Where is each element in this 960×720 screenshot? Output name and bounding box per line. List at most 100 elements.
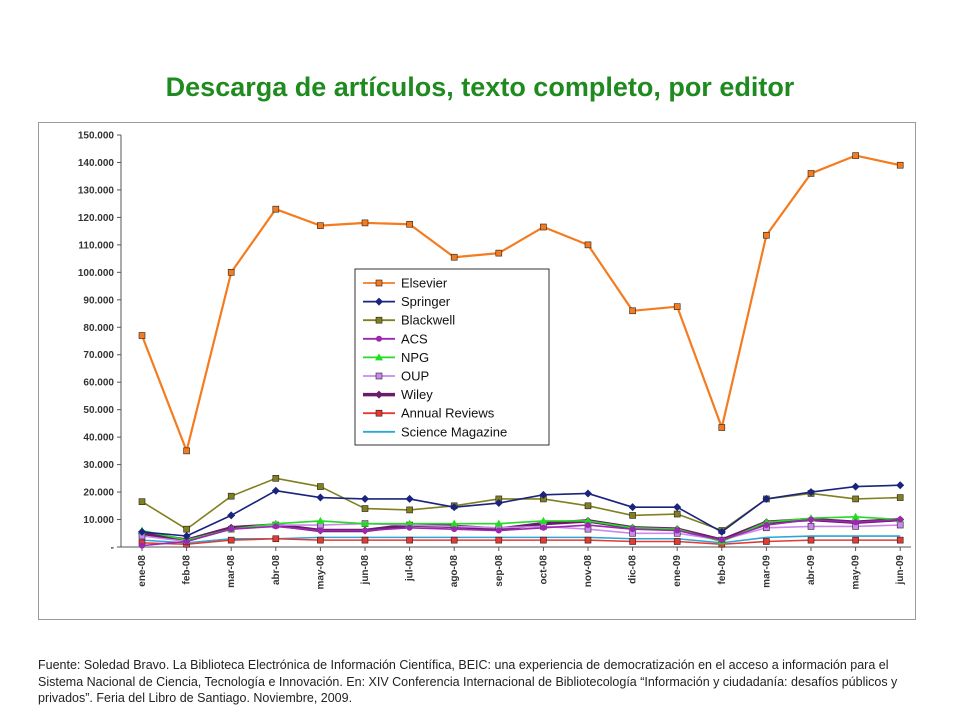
data-point	[450, 519, 459, 527]
y-tick-label: 70.000	[83, 350, 114, 361]
data-point	[272, 523, 279, 530]
y-tick-label: 60.000	[83, 378, 114, 389]
data-point	[762, 494, 771, 503]
legend-label: Annual Reviews	[401, 406, 495, 421]
y-tick-label: 140.000	[78, 158, 115, 169]
data-point	[807, 523, 815, 530]
data-point	[406, 524, 413, 531]
data-point	[227, 511, 236, 520]
data-point	[375, 279, 383, 287]
y-tick-label: 120.000	[78, 213, 115, 224]
data-point	[629, 526, 636, 533]
data-point	[375, 316, 383, 324]
data-point	[450, 253, 458, 261]
data-point	[896, 161, 904, 169]
data-point	[539, 490, 548, 499]
data-point	[807, 536, 815, 544]
x-tick-label: nov-08	[583, 555, 594, 588]
data-point	[450, 503, 459, 512]
x-tick-label: may-09	[851, 555, 862, 590]
x-tick-label: mar-09	[761, 555, 772, 588]
data-point	[316, 493, 325, 502]
data-point	[494, 499, 503, 508]
data-point	[584, 241, 592, 249]
data-point	[317, 222, 324, 229]
legend-label: Blackwell	[401, 313, 455, 328]
data-point	[852, 536, 859, 544]
data-point	[406, 220, 413, 228]
data-point	[494, 519, 503, 527]
data-point	[629, 538, 636, 545]
data-point	[629, 307, 636, 315]
series-line	[141, 518, 901, 547]
y-tick-label: 40.000	[83, 433, 114, 444]
data-point	[851, 482, 860, 491]
legend-item: ACS	[363, 331, 428, 346]
series-acs	[139, 516, 904, 549]
data-point	[272, 475, 280, 482]
legend-item: Science Magazine	[363, 424, 507, 439]
x-tick-label: may-08	[315, 555, 326, 590]
series-line	[141, 522, 901, 543]
legend-label: Elsevier	[401, 276, 448, 291]
data-point	[896, 481, 905, 490]
data-point	[272, 205, 280, 213]
legend-label: OUP	[401, 369, 429, 384]
data-point	[674, 527, 681, 534]
data-point	[375, 372, 383, 380]
data-point	[584, 536, 592, 544]
legend-label: Springer	[401, 294, 451, 309]
data-point	[495, 536, 503, 544]
data-point	[183, 525, 190, 533]
data-point	[361, 519, 369, 527]
data-point	[852, 495, 859, 503]
chart-area: - 10.000 20.000 30.000 40.000 50.000 60.000 70.…	[38, 122, 916, 620]
data-point	[808, 516, 814, 523]
y-tick-label: 110.000	[78, 240, 114, 251]
x-tick-label: sep-08	[494, 555, 505, 587]
data-point	[896, 521, 904, 529]
data-point	[897, 516, 904, 523]
data-point	[271, 486, 280, 495]
data-point	[317, 536, 324, 544]
series-line	[141, 515, 901, 543]
data-point	[718, 424, 726, 431]
legend-label: NPG	[401, 350, 429, 365]
y-tick-label: 100.000	[78, 268, 115, 279]
data-point	[585, 522, 591, 529]
legend-item: OUP	[363, 369, 429, 384]
x-tick-label: jul-08	[405, 555, 416, 583]
series-springer	[138, 481, 905, 541]
data-point	[852, 519, 859, 526]
chart-title: Descarga de artículos, texto completo, p…	[165, 72, 795, 102]
data-point	[138, 527, 146, 536]
data-point	[763, 231, 770, 239]
y-tick-label: 130.000	[78, 185, 115, 196]
legend-label: ACS	[401, 331, 428, 346]
y-tick-label: 50.000	[83, 405, 114, 416]
data-point	[540, 223, 547, 231]
data-point	[673, 510, 681, 518]
data-point	[851, 512, 860, 520]
data-point	[228, 526, 235, 533]
series-line	[141, 484, 901, 537]
data-point	[317, 527, 324, 534]
x-tick-label: abr-08	[271, 555, 282, 585]
x-tick-label: jun-08	[360, 555, 371, 586]
y-tick-label: 90.000	[83, 295, 114, 306]
y-tick-label: 80.000	[83, 323, 114, 334]
data-point	[673, 303, 681, 310]
data-point	[139, 542, 145, 549]
data-point	[227, 492, 235, 500]
data-point	[628, 503, 637, 512]
data-point	[896, 494, 904, 501]
data-point	[763, 538, 770, 545]
y-tick-label: 10.000	[83, 515, 114, 526]
series-line	[140, 154, 901, 452]
data-point	[376, 335, 382, 342]
x-tick-label: ene-09	[672, 555, 683, 587]
data-point	[450, 536, 458, 544]
data-point	[763, 522, 770, 529]
legend-item: Springer	[363, 294, 451, 309]
y-tick-label: 30.000	[83, 460, 114, 471]
